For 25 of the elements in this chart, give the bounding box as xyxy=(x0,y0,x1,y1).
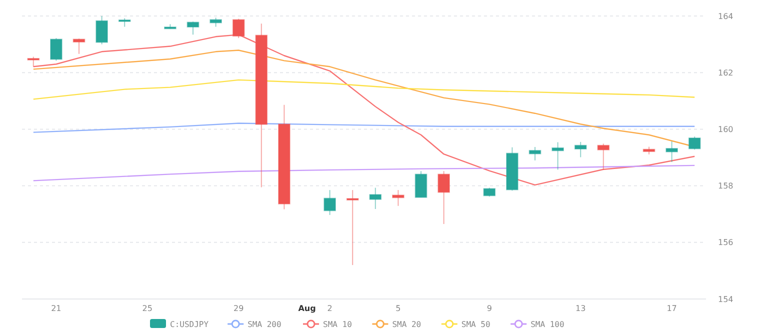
line-series xyxy=(32,164,696,182)
x-tick-label: 29 xyxy=(234,304,244,313)
legend-label: C:USDJPY xyxy=(170,320,209,329)
x-tick-label: 17 xyxy=(666,304,677,313)
legend-label: SMA 20 xyxy=(392,320,422,329)
legend-label: SMA 100 xyxy=(530,320,564,329)
legend-label: SMA 10 xyxy=(323,320,352,329)
x-tick-label: 9 xyxy=(486,304,492,313)
legend-label: SMA 200 xyxy=(248,320,282,329)
x-tick-label: 21 xyxy=(51,304,62,313)
y-tick-label: 154 xyxy=(718,294,734,304)
y-tick-label: 164 xyxy=(718,12,734,21)
line-series xyxy=(32,79,696,100)
y-tick-label: 158 xyxy=(718,182,734,191)
x-tick-label: 5 xyxy=(396,304,401,313)
y-tick-label: 162 xyxy=(718,68,734,78)
y-tick-label: 160 xyxy=(718,125,734,134)
x-tick-label: 2 xyxy=(327,304,332,313)
x-tick-label: 25 xyxy=(142,304,152,313)
legend-label: SMA 50 xyxy=(461,320,490,329)
x-tick-label: Aug xyxy=(298,304,316,313)
line-series xyxy=(32,34,696,186)
y-tick-label: 156 xyxy=(718,238,734,248)
x-tick-label: 13 xyxy=(576,304,586,313)
line-series xyxy=(32,122,696,133)
